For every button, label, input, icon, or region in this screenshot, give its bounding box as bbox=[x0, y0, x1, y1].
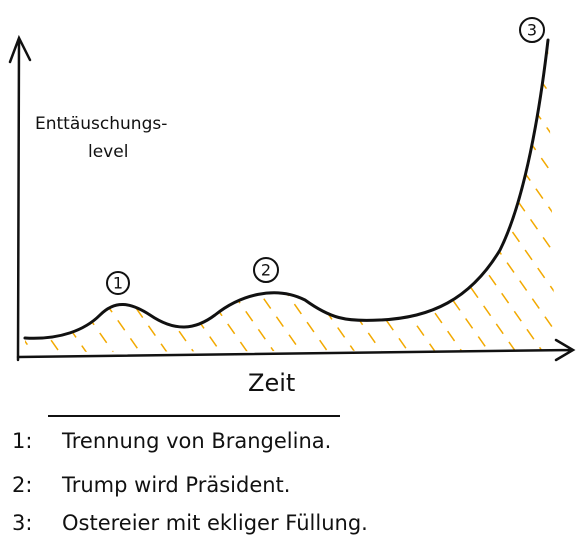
marker: 2 bbox=[261, 261, 271, 280]
area-hatch bbox=[25, 40, 555, 352]
legend-key: 1: bbox=[12, 429, 32, 453]
y-axis-label: Enttäuschungs- bbox=[35, 114, 167, 134]
legend-key: 3: bbox=[12, 511, 32, 535]
marker: 3 bbox=[527, 21, 537, 40]
y-axis bbox=[8, 34, 32, 362]
legend-text: Ostereier mit ekliger Füllung. bbox=[62, 511, 368, 535]
marker-circle bbox=[519, 17, 545, 43]
marker-circle bbox=[253, 257, 279, 283]
legend-text: Trump wird Präsident. bbox=[61, 473, 290, 497]
curve bbox=[23, 38, 550, 340]
marker-circle bbox=[106, 271, 130, 295]
y-axis-label: level bbox=[88, 142, 128, 162]
marker: 1 bbox=[113, 274, 123, 293]
x-axis-label: Zeit bbox=[248, 369, 295, 397]
legend: 1: Trennung von Brangelina. 2: Trump wird P… bbox=[12, 429, 368, 535]
legend-key: 2: bbox=[12, 473, 32, 497]
x-axis bbox=[16, 338, 576, 362]
legend-text: Trennung von Brangelina. bbox=[61, 429, 331, 453]
